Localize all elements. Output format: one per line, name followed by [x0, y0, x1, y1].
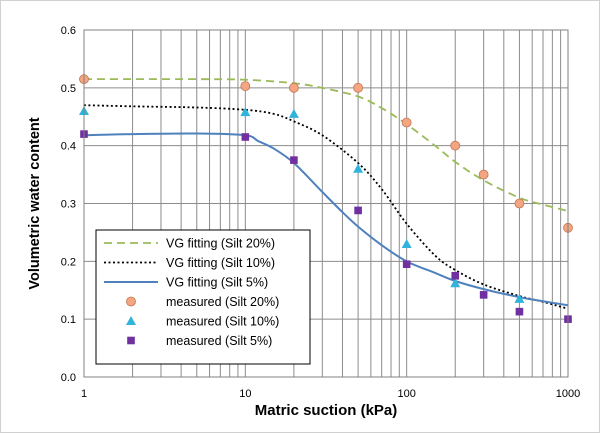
data-point-circle — [450, 140, 461, 151]
y-tick-label: 0.5 — [61, 83, 76, 95]
x-tick-label: 1 — [81, 388, 87, 400]
data-point-circle — [478, 169, 489, 180]
series-line-2 — [83, 132, 569, 307]
series-line-0 — [83, 78, 569, 212]
data-point-triangle — [288, 108, 299, 118]
x-tick-label: 10 — [239, 388, 251, 400]
data-point-square — [402, 260, 411, 269]
data-point-circle — [288, 82, 299, 93]
data-point-circle — [514, 198, 525, 209]
legend-label: measured (Silt 5%) — [166, 334, 272, 348]
data-point-triangle — [514, 293, 525, 303]
data-point-square — [479, 291, 488, 299]
legend: VG fitting (Silt 20%) VG fitting (Silt 10… — [95, 229, 311, 365]
y-tick-label: 0.2 — [61, 256, 76, 268]
y-axis-title: Volumetric water content — [27, 117, 43, 289]
data-point-triangle — [401, 238, 412, 248]
data-point-square — [451, 271, 460, 280]
data-point-square — [241, 133, 250, 141]
legend-swatch-circle — [126, 296, 136, 307]
data-point-triangle — [353, 163, 364, 173]
legend-swatch-triangle — [126, 316, 136, 325]
x-tick-label: 100 — [397, 388, 415, 400]
data-point-circle — [353, 82, 364, 93]
legend-label: VG fitting (Silt 20%) — [166, 237, 275, 251]
data-point-circle — [401, 117, 412, 128]
legend-label: measured (Silt 20%) — [166, 295, 279, 309]
legend-swatch-square — [127, 336, 135, 345]
data-point-square — [290, 156, 298, 164]
series-layer — [79, 74, 573, 323]
data-point-triangle — [240, 107, 251, 117]
data-point-circle — [240, 81, 251, 91]
data-point-square — [354, 206, 362, 215]
legend-label: VG fitting (Silt 5%) — [166, 276, 268, 290]
data-point-square — [515, 307, 524, 316]
y-tick-label: 0.6 — [61, 25, 76, 37]
tick-labels: 0.0 0.1 0.2 0.3 0.4 0.5 0.6 1 10 100 1000 — [61, 25, 581, 400]
y-tick-label: 0.0 — [61, 372, 76, 384]
legend-label: measured (Silt 10%) — [166, 315, 279, 329]
legend-label: VG fitting (Silt 10%) — [166, 256, 275, 270]
data-point-triangle — [450, 278, 461, 288]
y-tick-label: 0.4 — [61, 141, 76, 153]
y-tick-label: 0.3 — [61, 199, 76, 211]
x-axis-title: Matric suction (kPa) — [255, 402, 398, 419]
plot-area-border — [83, 29, 569, 378]
y-tick-label: 0.1 — [61, 314, 76, 326]
x-tick-label: 1000 — [556, 388, 580, 400]
